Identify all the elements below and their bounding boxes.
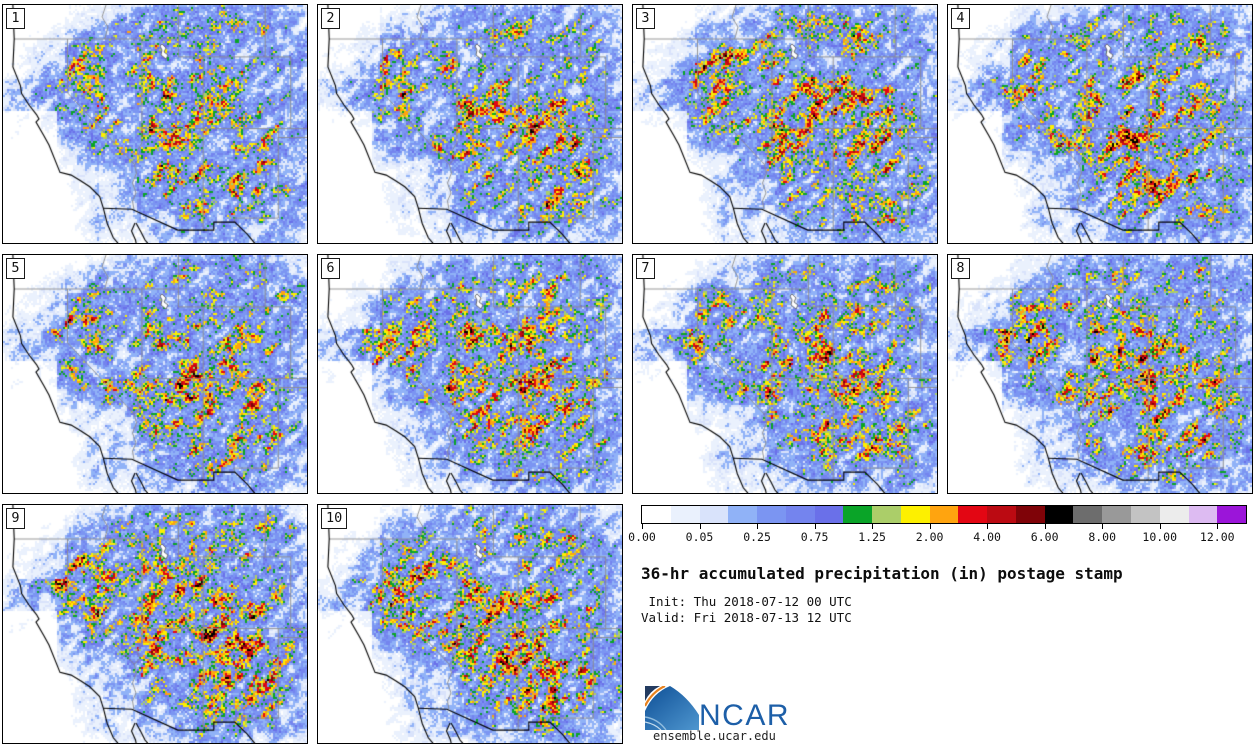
colorbar-tick-label: 0.75 [800,530,829,544]
colorbar-segment [900,506,930,523]
ensemble-member-panel: 5 [2,254,308,494]
ensemble-member-panel: 6 [317,254,623,494]
colorbar-tick [814,524,816,529]
ensemble-member-panel: 3 [632,4,938,244]
colorbar-segment [929,506,959,523]
ensemble-member-panel: 10 [317,504,623,744]
member-number-badge: 3 [636,8,655,29]
precip-map-canvas [633,255,937,493]
colorbar-tick-label: 6.00 [1030,530,1059,544]
colorbar-tick-label: 0.05 [685,530,714,544]
colorbar-tick-label: 10.00 [1142,530,1178,544]
member-number-badge: 8 [951,258,970,279]
colorbar-tick [1102,524,1104,529]
colorbar-tick-label: 12.00 [1199,530,1235,544]
colorbar-segment [1159,506,1189,523]
colorbar-tick [987,524,989,529]
precip-map-canvas [3,505,307,743]
colorbar-segment [1073,506,1103,523]
member-number-badge: 7 [636,258,655,279]
ensemble-member-panel: 8 [947,254,1253,494]
colorbar-segment [670,506,700,523]
colorbar-segment [1102,506,1132,523]
colorbar-tick-label: 0.25 [743,530,771,544]
colorbar-segment [1188,506,1218,523]
ensemble-member-panel: 9 [2,504,308,744]
member-number-badge: 2 [321,8,340,29]
ensemble-member-panel: 2 [317,4,623,244]
colorbar-segment [1015,506,1045,523]
colorbar-tick-label: 1.25 [858,530,886,544]
colorbar-segment [785,506,815,523]
colorbar-tick [757,524,759,529]
colorbar-tick [642,524,643,529]
ensemble-member-panel: 1 [2,4,308,244]
precip-map-canvas [3,255,307,493]
precip-map-canvas [318,505,622,743]
precip-map-canvas [318,5,622,243]
colorbar-segment [1131,506,1160,523]
colorbar-segment [642,506,671,523]
colorbar-segment [872,506,901,523]
precip-map-canvas [3,5,307,243]
ensemble-url-text: ensemble.ucar.edu [653,729,776,743]
colorbar-tick [1044,524,1046,529]
ncar-logo-icon [645,686,699,730]
colorbar-tick [1217,524,1219,529]
member-number-badge: 10 [321,508,348,529]
colorbar-tick-label: 8.00 [1088,530,1117,544]
figure-title: 36-hr accumulated precipitation (in) pos… [641,564,1123,583]
colorbar-segment [1044,506,1074,523]
colorbar-segment [814,506,844,523]
member-number-badge: 9 [6,508,25,529]
colorbar-tick [872,524,874,529]
precip-map-canvas [948,5,1252,243]
member-number-badge: 5 [6,258,25,279]
colorbar-segment [757,506,786,523]
colorbar-tick [929,524,931,529]
colorbar-tick-label: 2.00 [915,530,944,544]
precip-map-canvas [318,255,622,493]
ensemble-member-panel: 7 [632,254,938,494]
precip-map-canvas [633,5,937,243]
precip-map-canvas [948,255,1252,493]
colorbar-segment [699,506,729,523]
member-number-badge: 6 [321,258,340,279]
colorbar-segment [1217,506,1247,523]
colorbar-segment [958,506,988,523]
colorbar-tick-label: 0.00 [628,530,656,544]
colorbar-segment [987,506,1016,523]
colorbar-tick [1159,524,1161,529]
colorbar-tick-label: 4.00 [973,530,1001,544]
colorbar-segment [728,506,758,523]
colorbar-tick [699,524,701,529]
ncar-logo-text: NCAR [699,699,791,732]
member-number-badge: 1 [6,8,25,29]
valid-time: Valid: Fri 2018-07-13 12 UTC [641,609,852,625]
colorbar-segment [843,506,873,523]
member-number-badge: 4 [951,8,970,29]
figure-times: Init: Thu 2018-07-12 00 UTC Valid: Fri 2… [641,594,852,625]
colorbar [641,505,1247,524]
ensemble-member-panel: 4 [947,4,1253,244]
init-time: Init: Thu 2018-07-12 00 UTC [641,594,852,609]
